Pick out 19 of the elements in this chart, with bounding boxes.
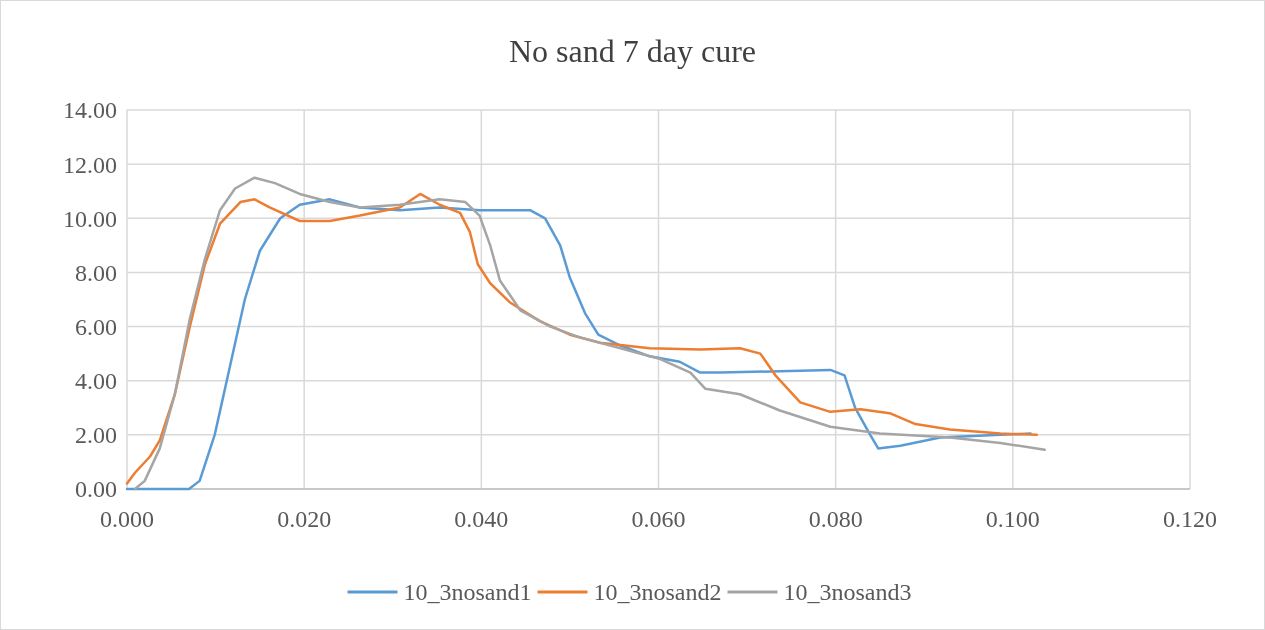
x-tick-label: 0.080 — [808, 506, 863, 532]
y-tick-label: 0.00 — [75, 476, 117, 503]
y-tick-label: 10.00 — [63, 205, 117, 232]
legend-label: 10_3nosand1 — [403, 579, 532, 606]
x-tick-label: 0.000 — [100, 506, 154, 532]
chart-title: No sand 7 day cure — [508, 33, 757, 69]
x-tick-label: 0.020 — [277, 506, 332, 532]
legend-label: 10_3nosand3 — [783, 579, 912, 606]
x-tick-label: 0.040 — [454, 506, 509, 532]
x-tick-label: 0.120 — [1163, 506, 1217, 532]
legend-label: 10_3nosand2 — [593, 579, 722, 606]
y-tick-label: 2.00 — [75, 422, 117, 449]
y-tick-label: 12.00 — [63, 151, 117, 178]
x-tick-label: 0.100 — [985, 506, 1040, 532]
y-tick-label: 6.00 — [75, 313, 117, 340]
x-tick-label: 0.060 — [631, 506, 686, 532]
y-tick-label: 8.00 — [75, 259, 117, 286]
y-tick-label: 4.00 — [75, 368, 117, 395]
y-tick-label: 14.00 — [63, 97, 117, 124]
